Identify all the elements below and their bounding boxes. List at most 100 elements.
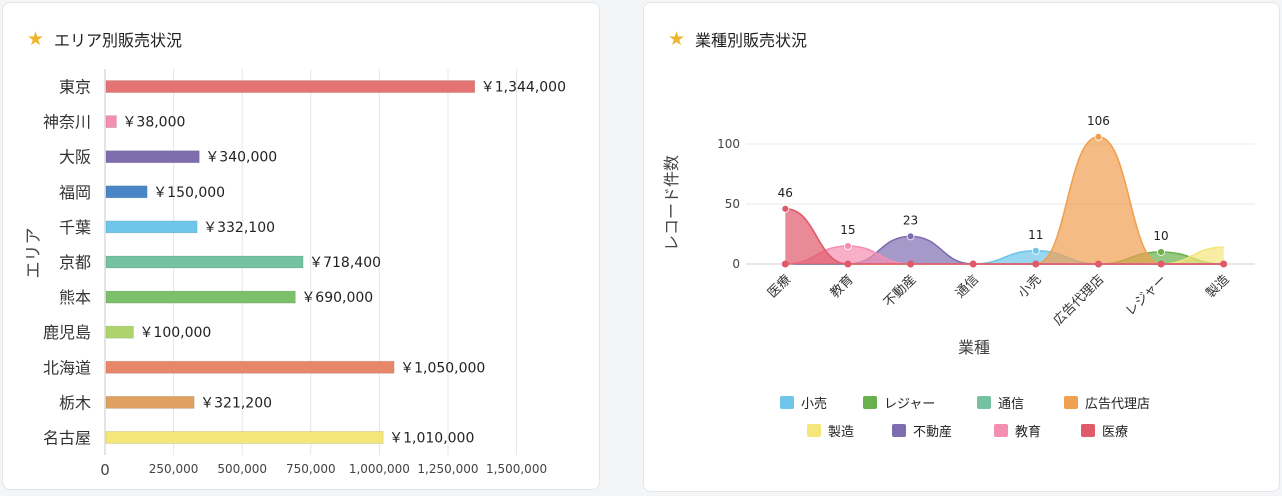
category-label: 名古屋 (43, 428, 91, 447)
category-label: 栃木 (59, 393, 91, 412)
x-category-label: 製造 (1204, 272, 1233, 301)
x-category-label: 不動産 (880, 272, 919, 311)
data-point[interactable] (1220, 260, 1228, 268)
area-series[interactable] (785, 250, 1224, 264)
data-label: 15 (840, 223, 855, 237)
x-tick-label: 1,250,000 (417, 462, 478, 476)
data-label: 10 (1153, 229, 1168, 243)
y-tick-label: 0 (732, 257, 740, 271)
legend-swatch[interactable] (994, 424, 1008, 437)
legend-label[interactable]: 広告代理店 (1085, 397, 1150, 412)
area-sales-header: ★ エリア別販売状況 (27, 27, 182, 51)
data-point[interactable] (1031, 246, 1040, 255)
industry-sales-title: 業種別販売状況 (695, 31, 808, 50)
x-category-label: 小売 (1015, 272, 1045, 302)
star-icon: ★ (668, 28, 686, 50)
data-point[interactable] (1094, 132, 1103, 141)
data-label: 11 (1028, 228, 1043, 242)
data-label: ￥340,000 (205, 150, 277, 166)
star-icon: ★ (27, 28, 45, 50)
x-category-label: 広告代理店 (1051, 272, 1108, 329)
industry-sales-header: ★ 業種別販売状況 (668, 27, 807, 51)
x-category-label: 通信 (953, 272, 982, 301)
area-series[interactable] (785, 136, 1224, 264)
data-point[interactable] (844, 260, 852, 268)
x-category-label: 教育 (827, 272, 857, 302)
category-label: 熊本 (59, 288, 91, 307)
x-tick-label: 250,000 (149, 462, 199, 476)
legend-swatch[interactable] (1064, 396, 1078, 409)
industry-sales-card: ★ 業種別販売状況 0 50 100 レコード件数 11 10 106 23 15 46 医療 教育不… (643, 2, 1280, 492)
area-series[interactable] (785, 236, 1224, 264)
legend-label[interactable]: 製造 (828, 425, 854, 440)
data-point[interactable] (781, 204, 790, 213)
x-category-label: 医療 (765, 272, 794, 301)
data-label: ￥100,000 (139, 325, 211, 341)
bar[interactable] (105, 150, 200, 164)
category-label: 大阪 (59, 148, 91, 167)
bar[interactable] (105, 220, 198, 234)
x-axis-title: 業種 (958, 338, 990, 357)
category-label: 東京 (59, 78, 91, 97)
bar[interactable] (105, 185, 148, 199)
legend-label[interactable]: 教育 (1015, 424, 1041, 440)
bar[interactable] (105, 360, 395, 374)
data-label: ￥321,200 (200, 395, 272, 411)
x-category-label: レジャー (1123, 272, 1170, 319)
category-label: 北海道 (43, 358, 91, 377)
data-label: ￥332,100 (203, 220, 275, 236)
data-point[interactable] (969, 260, 977, 268)
x-tick-label: 1,000,000 (349, 462, 410, 476)
legend-swatch[interactable] (863, 396, 877, 409)
data-label: ￥1,050,000 (400, 360, 485, 376)
category-label: 神奈川 (43, 113, 91, 132)
bar[interactable] (105, 290, 296, 304)
data-point[interactable] (1094, 260, 1102, 268)
data-label: ￥690,000 (301, 290, 373, 306)
legend-swatch[interactable] (807, 424, 821, 437)
legend-label[interactable]: 通信 (998, 397, 1024, 412)
data-label: ￥150,000 (153, 185, 225, 201)
x-tick-label: 1,500,000 (486, 462, 547, 476)
y-axis-title: レコード件数 (662, 155, 681, 251)
area-series[interactable] (785, 208, 1224, 264)
bar[interactable] (105, 80, 476, 93)
area-sales-title: エリア別販売状況 (54, 31, 183, 50)
category-label: 京都 (59, 253, 91, 272)
y-tick-label: 50 (725, 197, 740, 211)
category-label: 千葉 (59, 218, 91, 237)
category-label: 鹿児島 (43, 323, 91, 342)
bar[interactable] (105, 255, 304, 269)
legend-swatch[interactable] (780, 396, 794, 409)
data-point[interactable] (844, 242, 852, 250)
bar[interactable] (105, 115, 117, 129)
data-point[interactable] (907, 260, 915, 268)
x-tick-label: 0 (100, 461, 110, 479)
area-series[interactable] (785, 247, 1224, 264)
y-axis-title: エリア (24, 228, 44, 279)
data-point[interactable] (906, 232, 915, 241)
legend-swatch[interactable] (977, 396, 991, 409)
legend-label[interactable]: レジャー (884, 397, 935, 412)
bar[interactable] (105, 431, 384, 444)
legend-label[interactable]: 医療 (1102, 425, 1128, 440)
data-point[interactable] (1032, 260, 1040, 268)
data-point[interactable] (781, 260, 789, 268)
data-label: 23 (903, 213, 918, 227)
legend-swatch[interactable] (892, 424, 906, 437)
y-tick-label: 100 (717, 137, 740, 151)
legend-label[interactable]: 小売 (801, 396, 827, 412)
x-tick-label: 500,000 (217, 462, 267, 476)
area-sales-bar-chart: 0 250,000 500,000 750,000 1,000,000 1,250,000… (24, 69, 566, 479)
category-label: 福岡 (59, 183, 91, 202)
data-point[interactable] (1157, 260, 1165, 268)
data-point[interactable] (1157, 248, 1165, 256)
bar[interactable] (105, 325, 134, 339)
data-label: 46 (778, 186, 793, 200)
area-sales-card: ★ エリア別販売状況 0 250,000 500,000 750,000 1,000,0… (2, 2, 600, 490)
data-label: ￥1,344,000 (481, 80, 566, 96)
legend-swatch[interactable] (1081, 424, 1095, 437)
bar[interactable] (105, 395, 195, 409)
legend-label[interactable]: 不動産 (913, 424, 952, 440)
